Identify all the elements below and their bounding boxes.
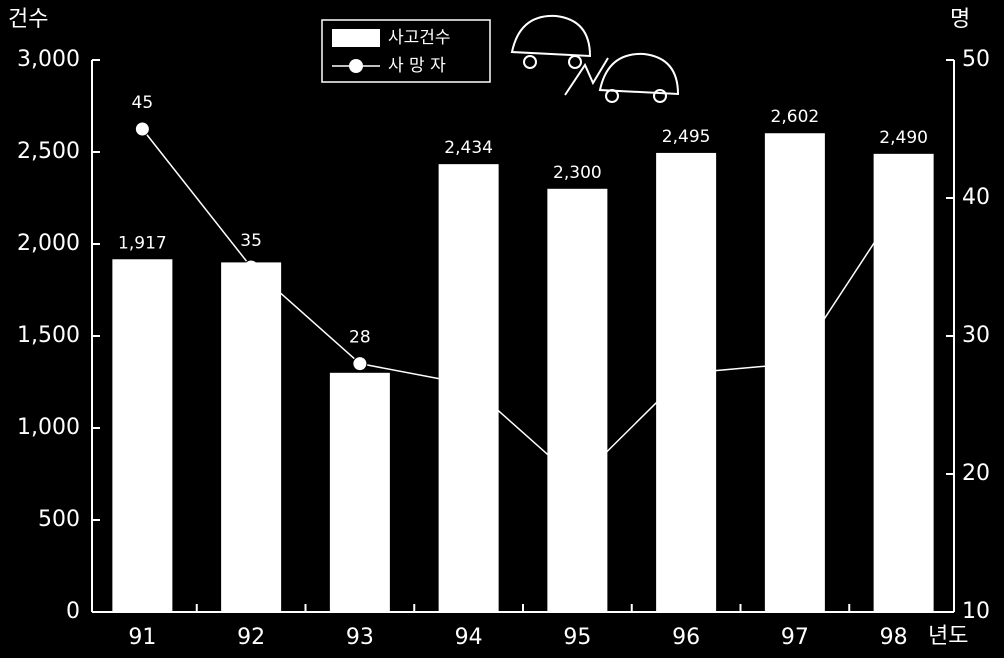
x-axis-label: 년도 (928, 624, 968, 649)
line-marker (134, 121, 150, 137)
bar-value-label: 1,917 (118, 233, 167, 253)
y2-tick-label: 30 (962, 323, 990, 348)
legend-label: 사 망 자 (388, 56, 446, 76)
y-tick-label: 500 (38, 507, 80, 532)
legend-label: 사고건수 (388, 28, 451, 48)
bar-value-label: 2,602 (771, 107, 820, 127)
bar-value-label: 2,490 (879, 128, 928, 148)
y2-tick-label: 10 (962, 599, 990, 624)
x-tick-label: 91 (128, 625, 156, 650)
bar (656, 152, 717, 613)
line-value-label: 35 (240, 231, 262, 251)
y-tick-label: 1,000 (17, 415, 80, 440)
y2-tick-label: 50 (962, 47, 990, 72)
y2-tick-label: 20 (962, 461, 990, 486)
x-tick-label: 97 (781, 625, 809, 650)
bar-value-label: 2,495 (662, 127, 711, 147)
legend-marker (349, 59, 363, 73)
x-tick-label: 98 (880, 625, 908, 650)
y2-tick-label: 40 (962, 185, 990, 210)
x-tick-label: 94 (455, 625, 483, 650)
y-tick-label: 2,000 (17, 231, 80, 256)
bar (873, 153, 934, 612)
line-marker (352, 356, 368, 372)
bar-value-label: 2,300 (553, 163, 602, 183)
bar (438, 164, 499, 613)
y2-axis-label: 명 (950, 7, 970, 32)
x-tick-label: 96 (672, 625, 700, 650)
y-tick-label: 3,000 (17, 47, 80, 72)
y-tick-label: 2,500 (17, 139, 80, 164)
bar (221, 262, 282, 612)
x-tick-label: 95 (563, 625, 591, 650)
y-axis-label: 건수 (8, 7, 48, 32)
y-tick-label: 1,500 (17, 323, 80, 348)
line-value-label: 28 (349, 328, 371, 348)
legend-swatch (332, 29, 380, 47)
x-tick-label: 92 (237, 625, 265, 650)
bar (112, 259, 173, 612)
bar (329, 372, 390, 612)
car-illustration (510, 14, 680, 103)
x-tick-label: 93 (346, 625, 374, 650)
bar (547, 188, 608, 613)
y-tick-label: 0 (66, 599, 80, 624)
bar-value-label: 2,434 (444, 138, 493, 158)
line-value-label: 45 (132, 93, 154, 113)
bar (764, 133, 825, 612)
